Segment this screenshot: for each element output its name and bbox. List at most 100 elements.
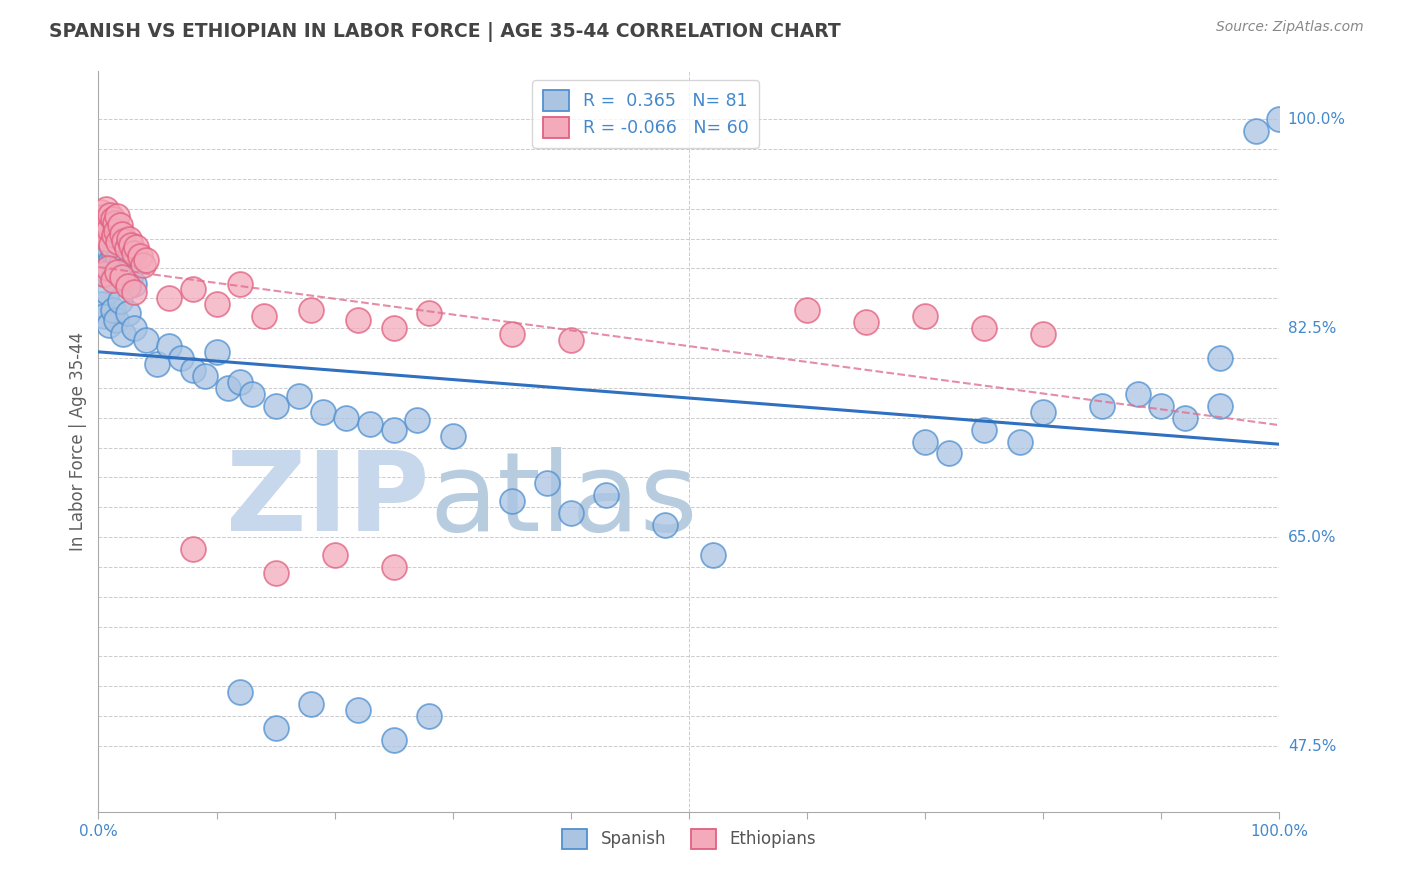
Point [120, 271, 142, 285]
Text: Source: ZipAtlas.com: Source: ZipAtlas.com [1216, 20, 1364, 34]
Point [96, 252, 118, 266]
Point [110, 268, 132, 283]
Point [93, 250, 115, 264]
Point [1032, 327, 1054, 342]
Point [1268, 112, 1291, 127]
Point [122, 321, 145, 335]
Point [94, 258, 117, 272]
Legend: Spanish, Ethiopians: Spanish, Ethiopians [555, 822, 823, 855]
Point [89, 213, 111, 227]
Point [125, 240, 148, 254]
Point [115, 241, 138, 255]
Point [98, 260, 121, 275]
Point [560, 333, 582, 347]
Point [1174, 410, 1197, 425]
Point [101, 212, 124, 227]
Point [117, 261, 139, 276]
Point [103, 248, 125, 262]
Point [181, 541, 204, 556]
Point [135, 253, 157, 268]
Text: ZIP: ZIP [226, 447, 429, 554]
Point [97, 261, 120, 276]
Point [441, 428, 464, 442]
Point [111, 264, 134, 278]
Point [101, 303, 124, 318]
Point [938, 446, 960, 460]
Point [105, 224, 128, 238]
Point [104, 262, 127, 277]
Point [111, 227, 134, 241]
Point [105, 209, 128, 223]
Point [382, 321, 405, 335]
Point [122, 245, 145, 260]
Text: 47.5%: 47.5% [1288, 739, 1336, 754]
Point [98, 208, 121, 222]
Text: SPANISH VS ETHIOPIAN IN LABOR FORCE | AGE 35-44 CORRELATION CHART: SPANISH VS ETHIOPIAN IN LABOR FORCE | AG… [49, 22, 841, 42]
Point [122, 285, 145, 300]
Point [115, 268, 138, 282]
Point [98, 318, 121, 332]
Point [121, 237, 143, 252]
Point [536, 476, 558, 491]
Point [406, 413, 429, 427]
Point [103, 227, 125, 242]
Point [97, 265, 120, 279]
Point [347, 312, 370, 326]
Point [299, 698, 322, 712]
Point [112, 234, 135, 248]
Point [312, 405, 335, 419]
Point [91, 268, 114, 282]
Point [97, 217, 120, 231]
Point [112, 273, 135, 287]
Point [323, 548, 346, 562]
Point [108, 293, 131, 308]
Point [253, 309, 276, 323]
Point [382, 733, 405, 747]
Point [205, 345, 228, 359]
Point [264, 399, 287, 413]
Point [973, 321, 995, 335]
Point [104, 216, 127, 230]
Point [418, 305, 440, 319]
Point [94, 202, 117, 216]
Point [347, 703, 370, 717]
Point [1209, 399, 1232, 413]
Point [91, 255, 114, 269]
Point [1150, 399, 1173, 413]
Point [229, 685, 252, 699]
Point [157, 291, 180, 305]
Point [264, 566, 287, 580]
Point [135, 333, 157, 347]
Point [93, 219, 115, 234]
Point [93, 268, 115, 282]
Point [264, 721, 287, 735]
Point [181, 363, 204, 377]
Point [240, 386, 263, 401]
Point [117, 305, 139, 319]
Text: 65.0%: 65.0% [1288, 530, 1336, 545]
Point [501, 494, 523, 508]
Point [122, 277, 145, 291]
Point [96, 231, 118, 245]
Point [914, 434, 936, 449]
Point [118, 231, 141, 245]
Point [108, 259, 131, 273]
Text: 100.0%: 100.0% [1288, 112, 1346, 127]
Point [855, 315, 877, 329]
Point [128, 250, 150, 264]
Y-axis label: In Labor Force | Age 35-44: In Labor Force | Age 35-44 [69, 332, 87, 551]
Point [111, 269, 134, 284]
Point [105, 312, 128, 326]
Point [1091, 399, 1114, 413]
Point [101, 273, 124, 287]
Point [501, 327, 523, 342]
Point [107, 235, 129, 249]
Point [194, 368, 217, 383]
Point [105, 257, 128, 271]
Point [157, 339, 180, 353]
Point [205, 297, 228, 311]
Point [108, 219, 131, 233]
Point [560, 506, 582, 520]
Point [105, 265, 128, 279]
Point [98, 244, 121, 258]
